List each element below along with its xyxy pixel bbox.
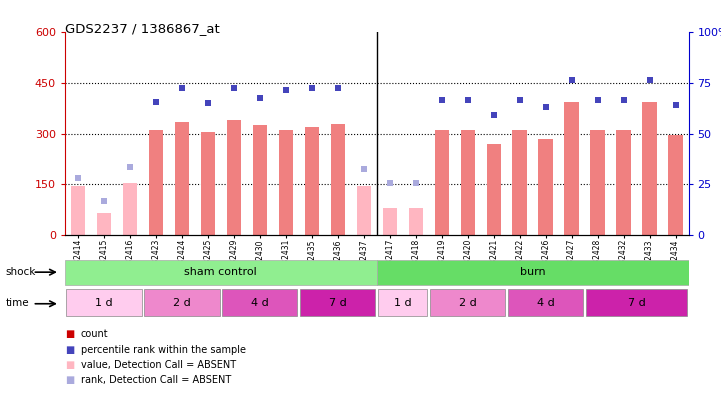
Bar	[200, 132, 215, 235]
Bar	[565, 102, 579, 235]
Bar	[409, 208, 423, 235]
Bar	[487, 144, 501, 235]
Bar	[383, 208, 397, 235]
Bar	[304, 127, 319, 235]
Text: sham control: sham control	[185, 267, 257, 277]
Text: 4 d: 4 d	[536, 298, 554, 308]
Bar	[65, 260, 376, 285]
Text: percentile rank within the sample: percentile rank within the sample	[81, 345, 246, 354]
Bar	[300, 289, 376, 316]
Bar	[252, 125, 267, 235]
Bar	[278, 130, 293, 235]
Text: ■: ■	[65, 375, 74, 385]
Text: count: count	[81, 329, 108, 339]
Text: GDS2237 / 1386867_at: GDS2237 / 1386867_at	[65, 22, 220, 35]
Text: rank, Detection Call = ABSENT: rank, Detection Call = ABSENT	[81, 375, 231, 385]
Text: ■: ■	[65, 360, 74, 370]
Bar	[616, 130, 631, 235]
Text: 2 d: 2 d	[173, 298, 190, 308]
Bar	[586, 289, 687, 316]
Bar	[513, 130, 527, 235]
Bar	[97, 213, 111, 235]
Bar	[461, 130, 475, 235]
Text: shock: shock	[6, 267, 36, 277]
Text: 1 d: 1 d	[394, 298, 412, 308]
Bar	[376, 260, 689, 285]
Bar	[149, 130, 163, 235]
Bar	[430, 289, 505, 316]
Bar	[357, 186, 371, 235]
Text: time: time	[6, 298, 30, 308]
Text: ■: ■	[65, 329, 74, 339]
Bar	[71, 186, 85, 235]
Bar	[174, 122, 189, 235]
Bar	[539, 139, 553, 235]
Text: 7 d: 7 d	[628, 298, 645, 308]
Bar	[668, 135, 683, 235]
Bar	[435, 130, 449, 235]
Text: 7 d: 7 d	[329, 298, 347, 308]
Bar	[590, 130, 605, 235]
Bar	[222, 289, 298, 316]
Bar	[226, 120, 241, 235]
Bar	[66, 289, 141, 316]
Text: 1 d: 1 d	[95, 298, 112, 308]
Bar	[144, 289, 219, 316]
Bar	[378, 289, 428, 316]
Bar	[123, 183, 137, 235]
Bar	[508, 289, 583, 316]
Text: 4 d: 4 d	[251, 298, 269, 308]
Text: value, Detection Call = ABSENT: value, Detection Call = ABSENT	[81, 360, 236, 370]
Text: 2 d: 2 d	[459, 298, 477, 308]
Bar	[331, 124, 345, 235]
Bar	[642, 102, 657, 235]
Text: burn: burn	[520, 267, 546, 277]
Text: ■: ■	[65, 345, 74, 354]
